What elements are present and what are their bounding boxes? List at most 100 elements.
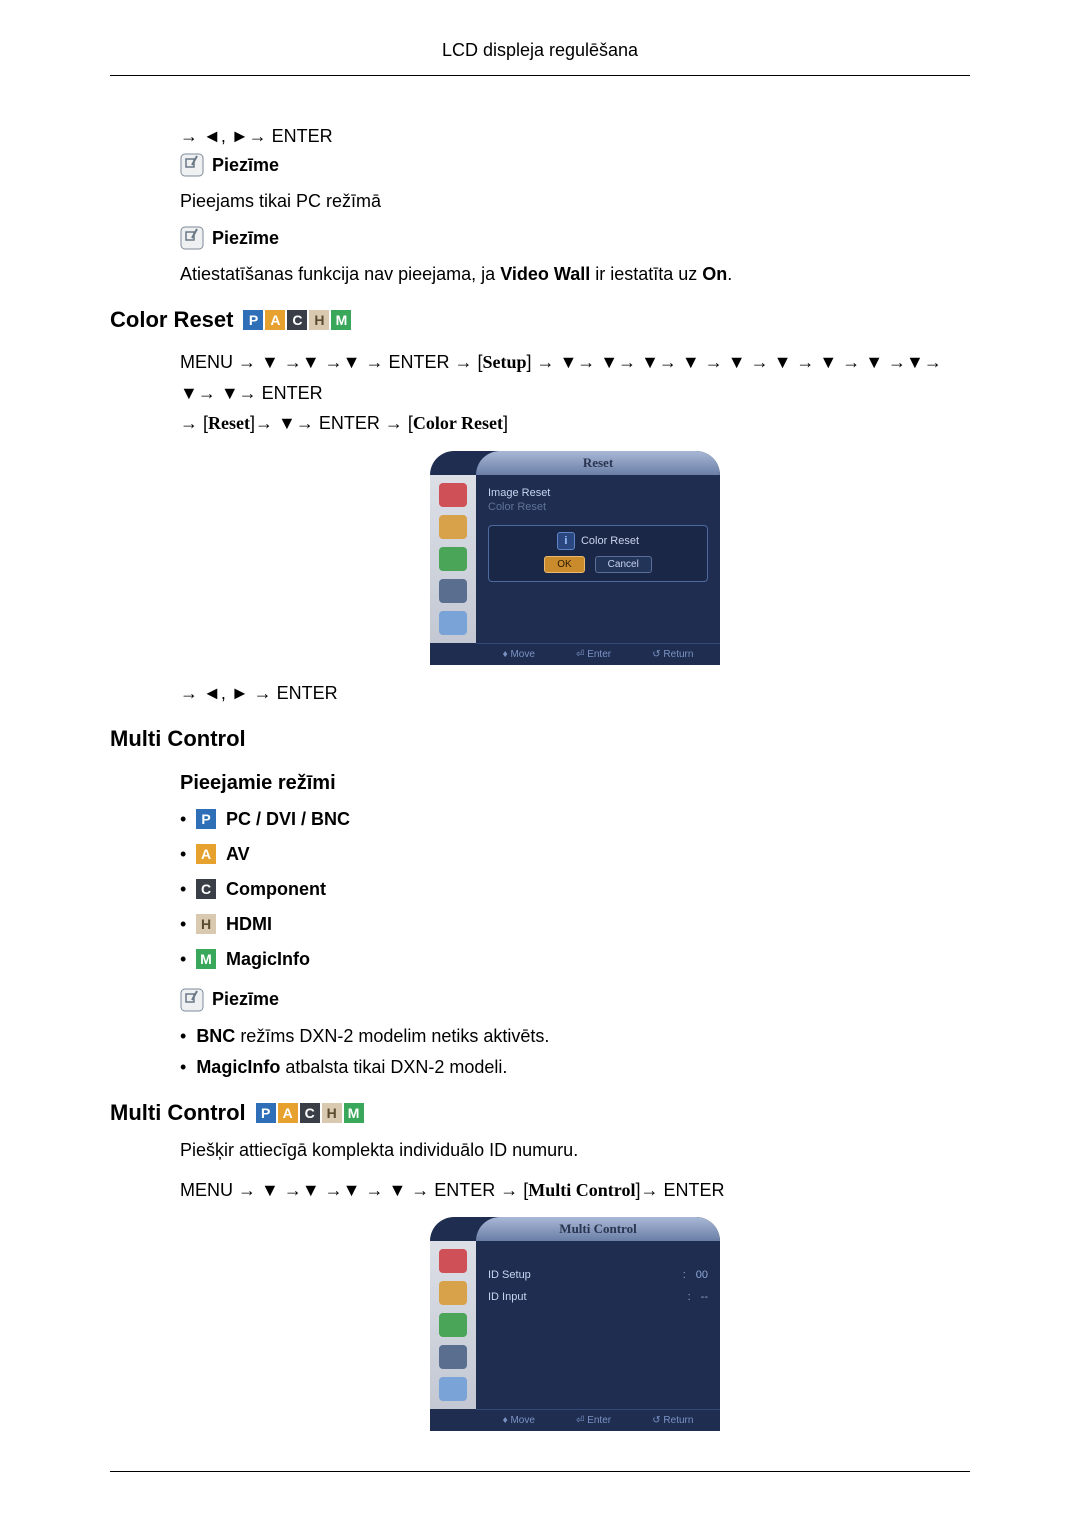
val: 00 xyxy=(696,1269,708,1281)
osd-side-icon xyxy=(439,483,467,507)
mode-label: AV xyxy=(226,844,250,865)
t-serif: Reset xyxy=(208,413,250,433)
badge-h: H xyxy=(196,914,216,934)
osd-side-icon xyxy=(439,1281,467,1305)
note-label: Piezīme xyxy=(212,989,279,1010)
mode-item: • M MagicInfo xyxy=(180,949,970,970)
osd-title: Multi Control xyxy=(476,1217,720,1241)
osd-panel: Reset Image Reset Color Reset xyxy=(430,451,720,665)
mode-item: • A AV xyxy=(180,844,970,865)
heading-text: Multi Control xyxy=(110,726,246,752)
badge-p: P xyxy=(196,809,216,829)
osd-side-icon xyxy=(439,1345,467,1369)
note-icon xyxy=(180,153,204,177)
badge-row: P A C H M xyxy=(243,310,351,330)
bullet-icon: • xyxy=(180,879,186,900)
osd-panel: Multi Control ID Setup xyxy=(430,1217,720,1431)
osd-item-image-reset: Image Reset xyxy=(488,487,708,499)
multi-control-detail-body: Piešķir attiecīgā komplekta individuālo … xyxy=(180,1140,970,1432)
note-row-2: Piezīme xyxy=(180,226,970,250)
note-text: MagicInfo atbalsta tikai DXN-2 modeli. xyxy=(196,1057,507,1078)
bullet-icon: • xyxy=(180,1057,186,1078)
osd-body: ID Setup :00 ID Input :-- xyxy=(430,1241,720,1409)
note-label: Piezīme xyxy=(212,155,279,176)
badge-a: A xyxy=(196,844,216,864)
osd-main: Image Reset Color Reset i Color Reset OK… xyxy=(476,475,720,643)
note-item: • MagicInfo atbalsta tikai DXN-2 modeli. xyxy=(180,1057,970,1078)
b: BNC xyxy=(196,1026,235,1046)
osd-ok-button[interactable]: OK xyxy=(544,556,584,573)
osd-sidebar xyxy=(430,1241,476,1409)
osd-title: Reset xyxy=(476,451,720,475)
bullet-icon: • xyxy=(180,844,186,865)
osd-side-icon xyxy=(439,515,467,539)
mode-item: • P PC / DVI / BNC xyxy=(180,809,970,830)
heading-multi-control: Multi Control xyxy=(110,726,970,752)
footer-rule xyxy=(110,1471,970,1472)
t: → [ xyxy=(180,413,208,433)
note-label: Piezīme xyxy=(212,228,279,249)
bullet-icon: • xyxy=(180,949,186,970)
t-bold: Video Wall xyxy=(500,264,590,284)
osd-hint-enter: ⏎ Enter xyxy=(576,1415,611,1426)
badge-h: H xyxy=(309,310,329,330)
osd-side-icon xyxy=(439,1377,467,1401)
t: atbalsta tikai DXN-2 modeli. xyxy=(280,1057,507,1077)
osd-hint-return: ↺ Return xyxy=(652,1415,693,1426)
t: . xyxy=(727,264,732,284)
osd-side-icon xyxy=(439,547,467,571)
mode-label: HDMI xyxy=(226,914,272,935)
t-serif: Setup xyxy=(482,352,526,372)
osd-hint-enter: ⏎ Enter xyxy=(576,649,611,660)
osd-body: Image Reset Color Reset i Color Reset OK… xyxy=(430,475,720,643)
t-serif: Multi Control xyxy=(528,1180,635,1200)
t: MENU → ▼ →▼ →▼ → ENTER → [ xyxy=(180,352,482,372)
bullet-icon: • xyxy=(180,1026,186,1047)
badge-row: P A C H M xyxy=(256,1103,364,1123)
t-serif: Color Reset xyxy=(413,413,503,433)
t: ir iestatīta uz xyxy=(590,264,702,284)
osd-main: ID Setup :00 ID Input :-- xyxy=(476,1241,720,1409)
osd-hint-return: ↺ Return xyxy=(652,649,693,660)
osd-row-label: ID Setup xyxy=(488,1269,531,1281)
badge-m: M xyxy=(196,949,216,969)
badge-p: P xyxy=(243,310,263,330)
t: ] xyxy=(503,413,508,433)
bullet-icon: • xyxy=(180,809,186,830)
t: Atiestatīšanas funkcija nav pieejama, ja xyxy=(180,264,500,284)
badge-c: C xyxy=(196,879,216,899)
heading-text: Multi Control xyxy=(110,1100,246,1126)
modes-list: • P PC / DVI / BNC • A AV • C Component … xyxy=(180,809,970,970)
color-reset-body: MENU → ▼ →▼ →▼ → ENTER → [Setup] → ▼→ ▼→… xyxy=(180,347,970,704)
note-icon xyxy=(180,988,204,1012)
badge-a: A xyxy=(265,310,285,330)
osd-button-row: OK Cancel xyxy=(497,556,699,573)
nav-arrows-2: → ◄, ► → ENTER xyxy=(180,683,970,704)
menu-path-multi-control: MENU → ▼ →▼ →▼ → ▼ → ENTER → [Multi Cont… xyxy=(180,1175,970,1206)
heading-multi-control-detail: Multi Control P A C H M xyxy=(110,1100,970,1126)
page-title: LCD displeja regulēšana xyxy=(110,40,970,76)
osd-hint-move: ♦ Move xyxy=(503,1415,535,1426)
section-intro: → ◄, ►→ ENTER Piezīme Pieejams tikai PC … xyxy=(180,126,970,285)
osd-sidebar xyxy=(430,475,476,643)
osd-footer: ♦ Move ⏎ Enter ↺ Return xyxy=(476,1409,720,1431)
osd-screenshot-reset: Reset Image Reset Color Reset xyxy=(180,451,970,665)
osd-table: ID Setup :00 ID Input :-- xyxy=(488,1269,708,1303)
note-item: • BNC režīms DXN-2 modelim netiks aktivē… xyxy=(180,1026,970,1047)
osd-row-id-input: ID Input :-- xyxy=(488,1291,708,1303)
osd-cancel-button[interactable]: Cancel xyxy=(595,556,652,573)
badge-h: H xyxy=(322,1103,342,1123)
subheading-modes: Pieejamie režīmi xyxy=(180,772,970,795)
t: MENU → ▼ →▼ →▼ → ▼ → ENTER → [ xyxy=(180,1180,528,1200)
note-text-1: Pieejams tikai PC režīmā xyxy=(180,191,970,212)
page: LCD displeja regulēšana → ◄, ►→ ENTER Pi… xyxy=(0,0,1080,1532)
osd-screenshot-multi-control: Multi Control ID Setup xyxy=(180,1217,970,1431)
bullet-icon: • xyxy=(180,914,186,935)
info-icon: i xyxy=(557,532,575,550)
mode-label: PC / DVI / BNC xyxy=(226,809,350,830)
badge-m: M xyxy=(344,1103,364,1123)
multi-control-modes-body: Pieejamie režīmi • P PC / DVI / BNC • A … xyxy=(180,772,970,1078)
osd-side-icon xyxy=(439,1249,467,1273)
osd-dialog: i Color Reset OK Cancel xyxy=(488,525,708,582)
badge-p: P xyxy=(256,1103,276,1123)
